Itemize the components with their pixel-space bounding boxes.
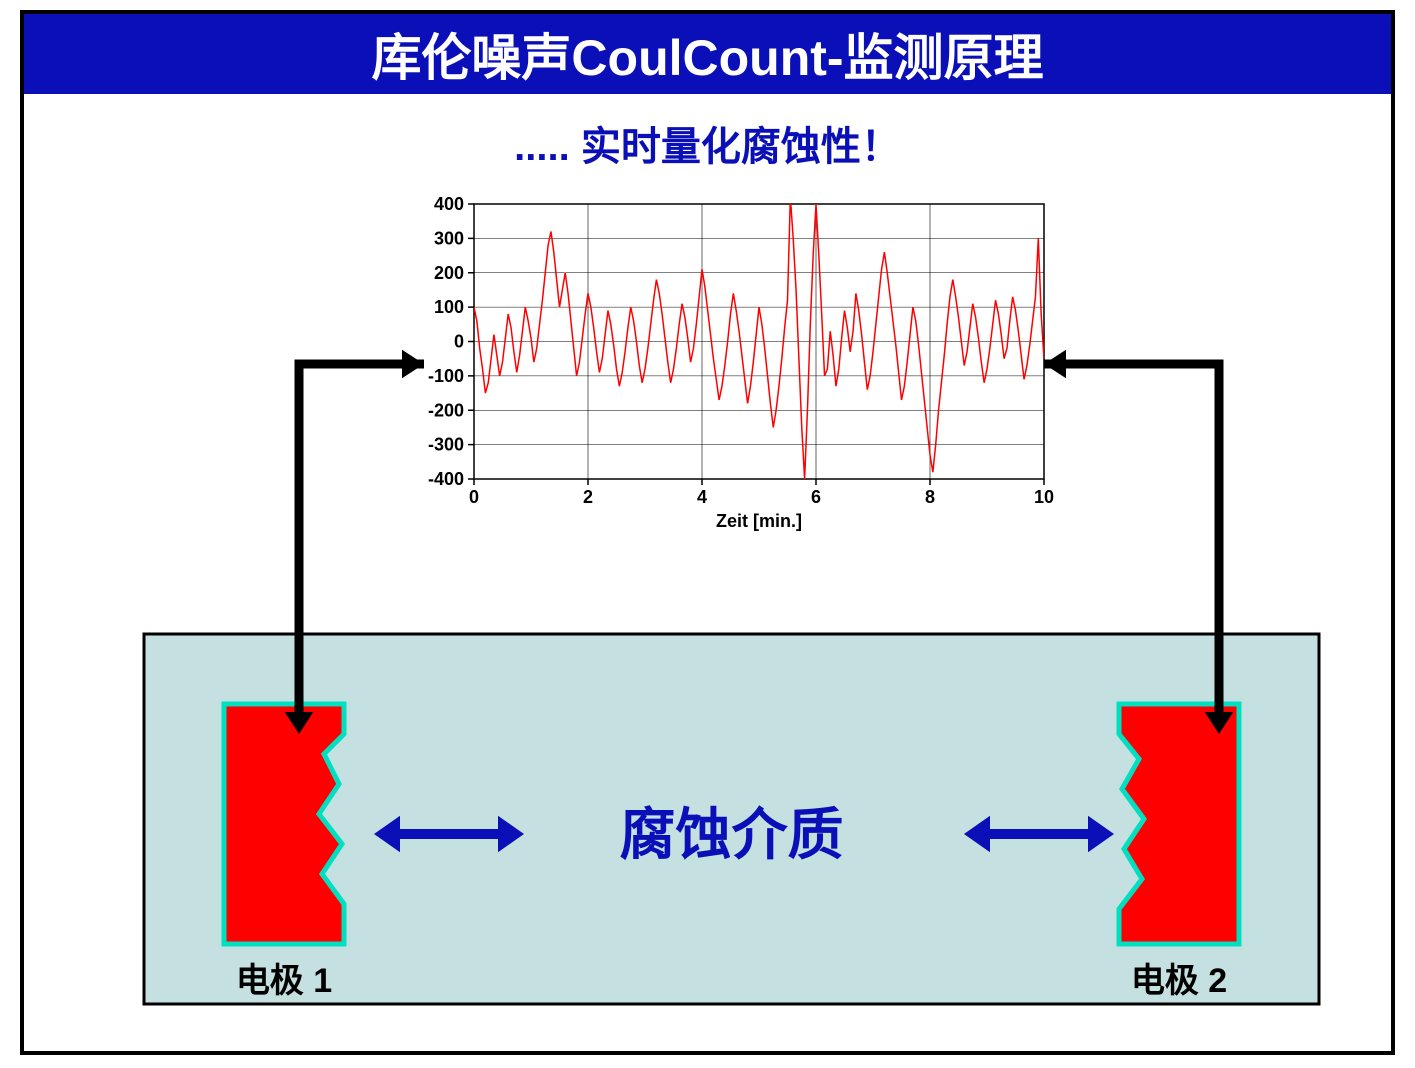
svg-text:0: 0 [454, 332, 464, 352]
noise-chart: -400 -300 -200 -100 0 100 200 300 400 0 2 4 6 8 10 Zeit… [428, 194, 1054, 531]
svg-text:-100: -100 [428, 366, 464, 386]
svg-text:8: 8 [925, 487, 935, 507]
medium-label: 腐蚀介质 [620, 803, 844, 866]
svg-text:2: 2 [583, 487, 593, 507]
svg-text:-400: -400 [428, 469, 464, 489]
svg-text:400: 400 [434, 194, 464, 214]
slide-frame: 库伦噪声CoulCount-监测原理 ..... 实时量化腐蚀性！ 电极 1电极… [20, 10, 1395, 1055]
svg-text:300: 300 [434, 228, 464, 248]
diagram-svg: 电极 1电极 2腐蚀介质-400-300-200-100010020030040… [24, 14, 1391, 1051]
svg-text:200: 200 [434, 263, 464, 283]
svg-text:0: 0 [469, 487, 479, 507]
svg-text:100: 100 [434, 297, 464, 317]
electrode-2-label: 电极 2 [1131, 962, 1227, 1000]
svg-text:6: 6 [811, 487, 821, 507]
svg-text:-200: -200 [428, 400, 464, 420]
svg-text:4: 4 [697, 487, 707, 507]
svg-text:-300: -300 [428, 435, 464, 455]
svg-text:10: 10 [1034, 487, 1054, 507]
svg-text:Zeit [min.]: Zeit [min.] [716, 511, 802, 531]
electrode-1 [224, 704, 344, 944]
electrode-1-label: 电极 1 [236, 962, 332, 1000]
